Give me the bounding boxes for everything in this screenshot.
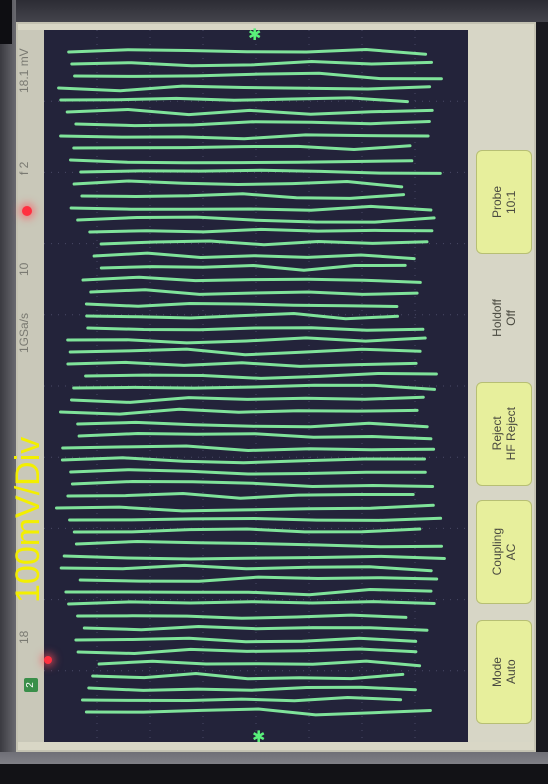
trace-segment xyxy=(65,107,434,117)
reject-softkey-label: Reject HF Reject xyxy=(490,407,518,461)
trace-segment xyxy=(80,192,406,200)
trace-segment xyxy=(72,179,404,189)
trace-segment xyxy=(85,311,399,321)
trace-segment xyxy=(69,204,433,212)
trace-segment xyxy=(74,539,443,549)
trace-segment xyxy=(59,133,430,141)
delay-readout: f 2 xyxy=(17,161,31,175)
trace-segment xyxy=(69,158,414,165)
trace-segment xyxy=(77,431,433,441)
mode-softkey-label: Mode Auto xyxy=(490,656,518,688)
trace-segment xyxy=(76,215,436,224)
status-bar: 18.1 mV f 2 10 1GSa/s 18 2 xyxy=(17,30,44,742)
trace-segment xyxy=(72,527,422,534)
trace-segment xyxy=(60,456,426,465)
trace-segment xyxy=(74,120,431,128)
trace-segment xyxy=(66,360,418,368)
channel-2-indicator[interactable]: 2 xyxy=(24,678,38,692)
trace-segment xyxy=(57,84,432,93)
bezel-corner xyxy=(0,0,12,44)
trace-segment xyxy=(68,516,443,522)
trace-segment xyxy=(76,613,408,620)
trace-segment xyxy=(81,695,403,703)
probe-softkey-label: Probe 10:1 xyxy=(490,185,518,219)
trace-segment xyxy=(67,600,436,606)
scale-annotation: 100mV/Div xyxy=(9,436,47,604)
coupling-softkey[interactable]: Coupling AC xyxy=(476,500,532,604)
trace-segment xyxy=(88,227,434,234)
holdoff-softkey-label: Holdoff Off xyxy=(490,299,518,337)
waveform-display xyxy=(44,30,468,742)
coupling-softkey-label: Coupling AC xyxy=(490,528,518,576)
trigger-position-icon: ✱ xyxy=(248,27,262,44)
trace-segment xyxy=(55,503,435,513)
trace-segment xyxy=(72,383,436,391)
trace-segment xyxy=(84,707,432,717)
softkey-panel: Probe 10:1 Holdoff Off Reject HF Reject … xyxy=(470,30,534,742)
trace-segment xyxy=(84,371,438,380)
trace-segment xyxy=(72,144,412,152)
trace-segment xyxy=(92,251,416,261)
softkey-blank xyxy=(476,34,532,138)
trace-segment xyxy=(59,407,419,416)
trace-segment xyxy=(87,685,417,692)
scope-bezel-left xyxy=(0,0,16,784)
trace-segment xyxy=(66,491,415,500)
trace-segment xyxy=(59,563,433,573)
trace-segment xyxy=(61,444,436,453)
trace-segment xyxy=(70,479,435,489)
stop-readout: 10 xyxy=(17,262,31,276)
trace-segment xyxy=(84,301,399,308)
trace-segment xyxy=(99,239,429,247)
trace-segment xyxy=(82,624,429,632)
trace-segment xyxy=(91,671,405,681)
trace-segment xyxy=(59,96,409,104)
scope-bezel-top xyxy=(0,0,548,22)
trace-segment xyxy=(97,659,422,668)
trace-segment xyxy=(76,647,418,656)
trace-segment xyxy=(86,326,425,332)
trace-segment xyxy=(66,336,427,345)
mode-softkey[interactable]: Mode Auto xyxy=(476,620,532,724)
trace-segment xyxy=(70,59,433,68)
trace-segment xyxy=(70,395,425,404)
trace-segment xyxy=(76,420,429,429)
trace-segment xyxy=(69,468,427,476)
waveform-trace xyxy=(44,30,468,742)
reject-softkey[interactable]: Reject HF Reject xyxy=(476,382,532,486)
trace-segment xyxy=(78,575,439,583)
trace-segment xyxy=(79,168,442,175)
trace-segment xyxy=(81,275,422,284)
bezel-bottom-slot xyxy=(0,764,548,784)
holdoff-softkey[interactable]: Holdoff Off xyxy=(476,266,532,370)
trigger-marker-icon xyxy=(22,206,32,216)
trace-segment xyxy=(73,71,443,81)
trace-segment xyxy=(89,288,419,296)
trace-segment xyxy=(62,554,446,561)
trigger-level-readout: 18.1 mV xyxy=(17,48,31,94)
trace-segment xyxy=(74,636,418,644)
probe-softkey[interactable]: Probe 10:1 xyxy=(476,150,532,254)
trace-segment xyxy=(68,347,422,357)
sample-rate-readout: 1GSa/s xyxy=(17,312,31,354)
ground-marker-icon xyxy=(44,656,52,664)
time-reference-icon: ✱ xyxy=(252,729,266,746)
trace-segment xyxy=(67,47,428,56)
trace-segment xyxy=(64,587,433,597)
trace-segment xyxy=(99,263,407,272)
